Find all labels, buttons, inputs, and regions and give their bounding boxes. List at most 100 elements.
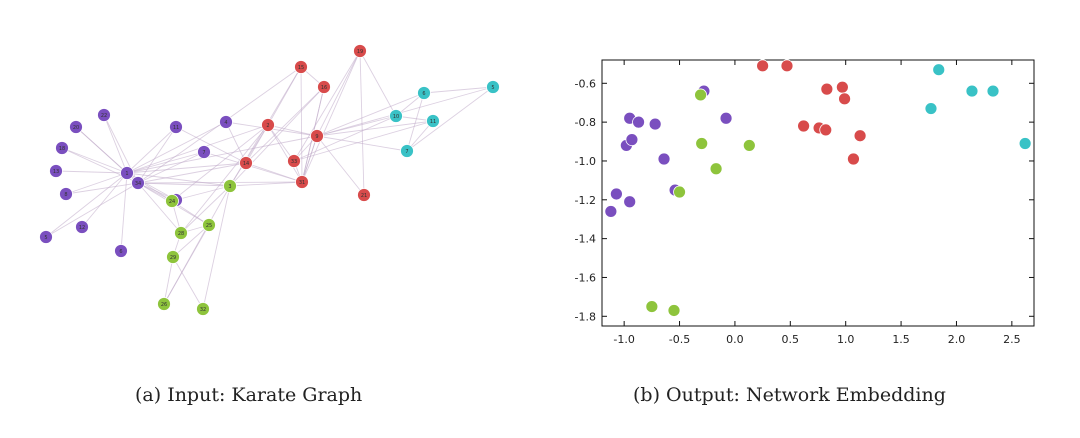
graph-node-purple-d: 13: [49, 164, 63, 178]
scatter-point-purple: [623, 195, 637, 209]
graph-edge: [126, 135, 318, 174]
scatter-points: [604, 59, 1032, 317]
graph-edge: [137, 151, 205, 184]
graph-node-circle: [261, 118, 275, 132]
graph-node-red-c: 9: [310, 129, 324, 143]
graph-node-label: 5: [44, 235, 47, 241]
axis-ticks: -1.0 -0.5 0.0 0.5 1.0 1.5 2.0 2.5 -0.6 -0.8 -1.0 -1…: [575, 60, 1034, 346]
graph-edge: [229, 181, 303, 187]
graph-edge: [126, 162, 247, 174]
graph-edge: [202, 185, 231, 310]
graph-edge: [406, 86, 494, 152]
graph-edge: [172, 224, 210, 258]
x-tick-label: 2.5: [1003, 333, 1021, 346]
graph-edge: [81, 172, 128, 228]
graph-node-circle: [219, 115, 233, 129]
graph-node-label: 32: [200, 307, 206, 313]
graph-node-label: 24: [169, 199, 175, 205]
y-tick-label: -0.6: [575, 77, 596, 90]
graph-node-label: 10: [393, 114, 399, 120]
graph-edge: [61, 147, 128, 174]
graph-node-red-f: 15: [294, 60, 308, 74]
graph-edge: [180, 185, 231, 234]
scatter-point-cyan: [1018, 137, 1032, 150]
caption-a: (a) Input: Karate Graph: [135, 384, 363, 406]
graph-node-red-d: 33: [287, 154, 301, 168]
graph-node-label: 11: [430, 119, 436, 125]
graph-node-label: 4: [224, 120, 227, 126]
graph-node-purple-g: 5: [39, 230, 53, 244]
scatter-point-cyan: [932, 63, 946, 77]
scatter-point-green: [645, 300, 659, 313]
graph-edge: [316, 50, 361, 137]
scatter-point-red: [838, 92, 851, 106]
graph-node-circle: [174, 226, 188, 240]
graph-node-circle: [69, 120, 83, 134]
graph-edge: [137, 162, 247, 184]
graph-node-green-d: 25: [202, 218, 216, 232]
graph-node-label: 28: [178, 231, 184, 237]
plot-frame: [601, 59, 1035, 327]
graph-node-circle: [426, 114, 440, 128]
scatter-point-purple: [632, 115, 645, 129]
scatter-point-purple: [719, 111, 733, 125]
graph-node-label: 8: [64, 192, 67, 198]
scatter-point-purple: [625, 133, 639, 147]
graph-node-label: 31: [299, 180, 305, 186]
graph-node-cyan-d: 7: [400, 144, 414, 158]
graph-node-red-b: 14: [239, 156, 253, 170]
x-tick-label: -0.5: [669, 333, 690, 346]
graph-node-purple-f: 12: [75, 220, 89, 234]
scatter-point-green: [694, 88, 707, 102]
graph-node-circle: [295, 175, 309, 189]
graph-node-label: 5: [491, 85, 494, 91]
graph-edge: [163, 185, 231, 305]
graph-node-circle: [120, 166, 134, 180]
graph-node-label: 7: [405, 149, 408, 155]
graph-node-purple-hub-2: 34: [131, 176, 145, 190]
scatter-point-red: [756, 59, 770, 73]
graph-node-circle: [223, 179, 237, 193]
graph-edge: [267, 124, 295, 162]
graph-node-label: 6: [422, 91, 425, 97]
graph-node-cyan-c: 11: [426, 114, 440, 128]
graph-node-cyan-e: 5: [486, 80, 500, 94]
graph-node-circle: [287, 154, 301, 168]
graph-edge: [300, 66, 303, 183]
y-tick-label: -1.8: [575, 310, 596, 323]
graph-node-circle: [75, 220, 89, 234]
graph-node-cyan-b: 6: [417, 86, 431, 100]
graph-node-circle: [59, 187, 73, 201]
graph-node-purple-a: 22: [97, 108, 111, 122]
graph-node-label: 12: [79, 225, 85, 231]
graph-node-label: 21: [361, 193, 367, 199]
graph-node-circle: [165, 194, 179, 208]
graph-node-green-e: 29: [166, 250, 180, 264]
graph-node-label: 34: [135, 181, 141, 187]
graph-node-circle: [49, 164, 63, 178]
graph-node-circle: [239, 156, 253, 170]
graph-edge: [163, 256, 174, 305]
scatter-point-cyan: [965, 84, 979, 98]
graph-edge: [293, 120, 434, 162]
graph-nodes: 1342220181381251176174324282529263221493…: [39, 44, 500, 316]
graph-edge: [120, 172, 128, 252]
scatter-point-green: [709, 162, 723, 176]
graph-node-label: 1: [125, 171, 128, 177]
graph-node-label: 29: [170, 255, 176, 261]
graph-node-circle: [157, 297, 171, 311]
scatter-point-red: [853, 129, 867, 143]
graph-node-label: 15: [298, 65, 304, 71]
graph-edge: [245, 124, 269, 164]
scatter-point-purple: [657, 152, 671, 166]
graph-node-purple-i: 7: [197, 145, 211, 159]
graph-node-label: 22: [101, 113, 107, 119]
graph-node-label: 18: [59, 146, 65, 152]
graph-node-purple-e: 8: [59, 187, 73, 201]
graph-edge: [229, 86, 325, 187]
graph-node-cyan-a: 10: [389, 109, 403, 123]
graph-node-circle: [197, 145, 211, 159]
graph-edge: [267, 66, 302, 126]
x-tick-label: 2.0: [948, 333, 966, 346]
embedding-scatter-panel: -1.0 -0.5 0.0 0.5 1.0 1.5 2.0 2.5 -0.6 -0.8 -1.0 -1…: [575, 59, 1035, 346]
